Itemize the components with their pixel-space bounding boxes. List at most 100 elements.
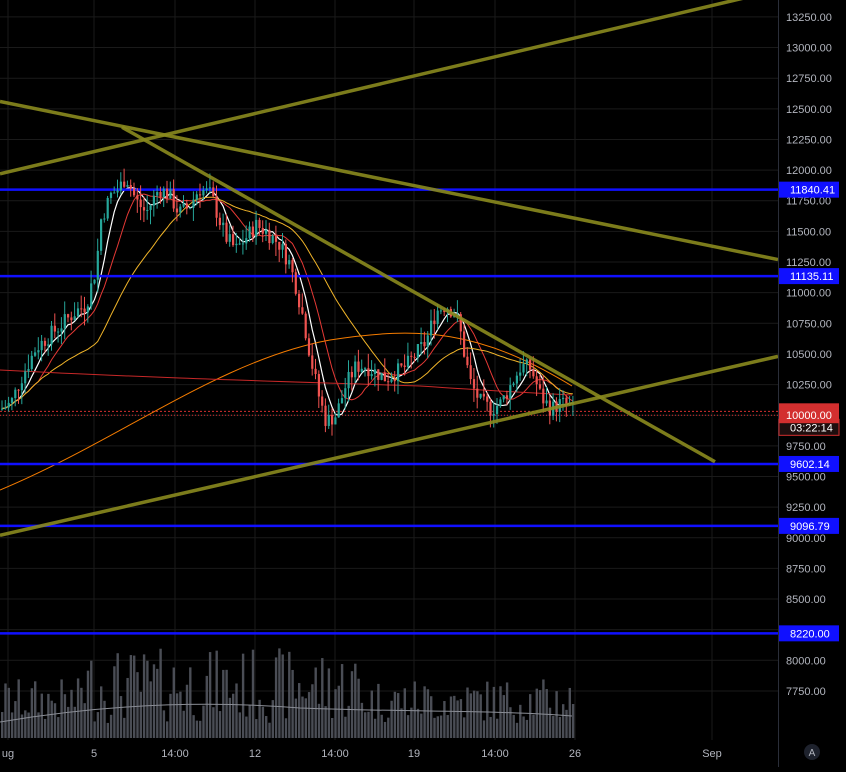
candle-body bbox=[463, 331, 466, 357]
candle-body bbox=[47, 344, 50, 346]
volume-bar bbox=[449, 696, 453, 738]
volume-bar bbox=[27, 712, 30, 738]
volume-bar bbox=[406, 715, 410, 738]
volume-bar bbox=[258, 699, 261, 738]
price-tick-label: 9250.00 bbox=[786, 502, 826, 514]
volume-bar bbox=[350, 671, 354, 738]
candle-body bbox=[344, 388, 347, 399]
volume-bar bbox=[314, 667, 317, 738]
volume-bar bbox=[149, 681, 152, 738]
volume-bar bbox=[265, 716, 268, 738]
candle-body bbox=[565, 397, 568, 405]
candle-body bbox=[172, 189, 175, 209]
volume-bar bbox=[535, 688, 538, 738]
volume-bar bbox=[57, 717, 60, 738]
volume-bar bbox=[232, 693, 235, 738]
candle-body bbox=[50, 325, 53, 345]
trend-line[interactable] bbox=[0, 0, 778, 176]
volume-bar bbox=[251, 649, 255, 738]
volume-bar bbox=[512, 714, 515, 738]
candle-body bbox=[436, 310, 439, 325]
auto-scale-icon[interactable] bbox=[804, 744, 820, 760]
volume-bar bbox=[479, 694, 482, 738]
volume-bar bbox=[410, 707, 413, 738]
volume-bar bbox=[202, 705, 205, 738]
candle-body bbox=[142, 207, 146, 211]
candle-body bbox=[357, 361, 360, 372]
candle-body bbox=[545, 400, 548, 404]
volume-bar bbox=[30, 688, 34, 738]
price-tick-label: 9500.00 bbox=[786, 471, 826, 483]
candle-body bbox=[466, 356, 469, 366]
candle-body bbox=[222, 222, 225, 226]
price-tick-label: 12000.00 bbox=[786, 165, 832, 177]
trend-line[interactable] bbox=[0, 354, 779, 538]
candle-body bbox=[334, 417, 337, 425]
volume-bar bbox=[86, 670, 90, 738]
trend-line[interactable] bbox=[121, 125, 716, 464]
time-tick-label: 5 bbox=[91, 748, 97, 760]
volume-ma bbox=[0, 703, 573, 723]
candle-body bbox=[17, 389, 20, 391]
volume-bar bbox=[225, 669, 228, 738]
candle-body bbox=[453, 316, 456, 318]
volume-bar bbox=[175, 693, 179, 738]
trend-lines[interactable] bbox=[0, 0, 779, 538]
volume-bar bbox=[433, 717, 436, 738]
candle-body bbox=[274, 235, 278, 242]
candle-body bbox=[255, 219, 258, 237]
candle-body bbox=[301, 307, 304, 314]
volume-bar bbox=[482, 720, 486, 738]
volume-bar bbox=[542, 679, 545, 738]
volume-bar bbox=[10, 712, 14, 738]
candle-body bbox=[327, 414, 330, 426]
auto-scale-button[interactable]: A bbox=[804, 744, 820, 760]
time-axis[interactable]: ug 5 14:00 12 14:00 19 14:00 26 Sep bbox=[2, 748, 722, 760]
candle-body bbox=[512, 383, 515, 386]
volume-bar bbox=[548, 707, 552, 738]
volume-bar bbox=[215, 650, 218, 738]
volume-bar bbox=[489, 716, 492, 738]
volume-bar bbox=[208, 652, 212, 738]
candles bbox=[1, 168, 575, 436]
level-price-tag bbox=[779, 517, 839, 534]
candle-body bbox=[182, 203, 185, 207]
volume-bar bbox=[568, 687, 571, 738]
candle-body bbox=[459, 314, 462, 332]
volume-bar bbox=[430, 696, 433, 738]
volume-bar bbox=[7, 687, 10, 738]
candle-body bbox=[380, 373, 383, 380]
volume-bar bbox=[80, 687, 83, 738]
volume-bar bbox=[446, 715, 449, 738]
volume-bar bbox=[24, 710, 27, 738]
volume-bar bbox=[4, 683, 7, 738]
volume-bar bbox=[324, 706, 327, 738]
candle-body bbox=[433, 320, 436, 325]
candle-body bbox=[298, 293, 301, 308]
price-axis[interactable]: 7750.008000.008250.008500.008750.009000.… bbox=[786, 0, 832, 698]
candle-body bbox=[426, 335, 429, 347]
volume-bar bbox=[106, 722, 109, 738]
candle-body bbox=[410, 355, 413, 357]
volume-bar bbox=[1, 712, 4, 738]
trend-line[interactable] bbox=[0, 99, 779, 262]
volume-bar bbox=[469, 693, 472, 738]
price-tick-label: 8750.00 bbox=[786, 563, 826, 575]
time-tick-label: 19 bbox=[408, 748, 420, 760]
volume-bar bbox=[416, 708, 420, 738]
volume-bar bbox=[261, 706, 265, 738]
level-price-label: 9096.79 bbox=[790, 521, 830, 533]
candle-body bbox=[265, 229, 268, 234]
candle-body bbox=[390, 379, 393, 382]
volume-bar bbox=[152, 664, 156, 738]
candle-body bbox=[166, 188, 169, 199]
candle-body bbox=[192, 199, 195, 208]
time-tick-label: Sep bbox=[702, 748, 722, 760]
candle-body bbox=[225, 222, 228, 242]
volume-bar bbox=[340, 664, 344, 738]
candle-body bbox=[34, 352, 37, 356]
candle-body bbox=[486, 396, 489, 402]
volume-bar bbox=[509, 707, 512, 738]
